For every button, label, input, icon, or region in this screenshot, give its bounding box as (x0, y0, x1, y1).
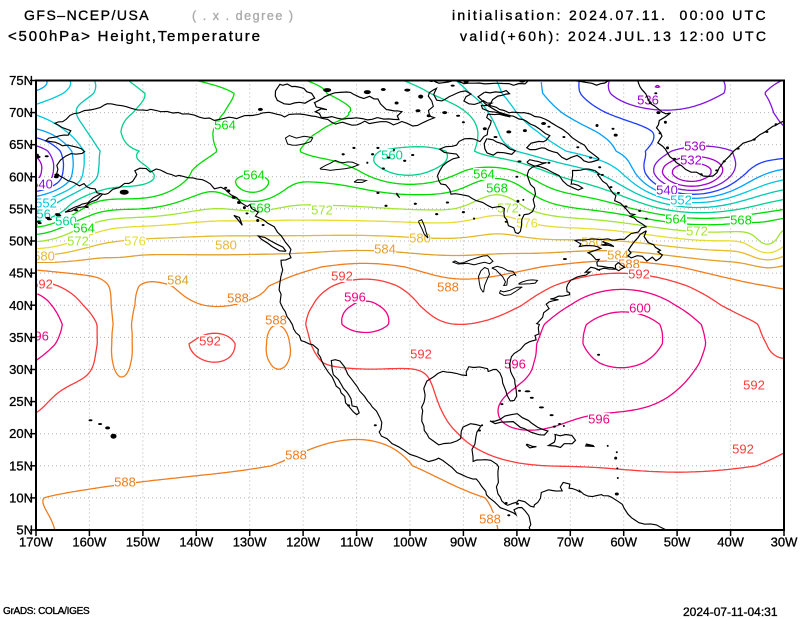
svg-text:540: 540 (656, 183, 678, 198)
svg-text:100W: 100W (393, 535, 428, 550)
svg-text:35N: 35N (9, 330, 33, 345)
svg-text:564: 564 (214, 118, 236, 133)
svg-text:120W: 120W (286, 535, 321, 550)
svg-text:592: 592 (410, 347, 432, 362)
svg-text:592: 592 (331, 269, 353, 284)
svg-text:10N: 10N (9, 490, 33, 505)
svg-text:150W: 150W (126, 535, 161, 550)
svg-text:568: 568 (730, 213, 752, 228)
svg-text:564: 564 (473, 167, 495, 182)
svg-text:596: 596 (588, 412, 610, 427)
svg-text:568: 568 (249, 201, 271, 216)
svg-text:580: 580 (409, 231, 431, 246)
svg-text:588: 588 (114, 475, 136, 490)
svg-text:540: 540 (31, 177, 53, 192)
svg-text:584: 584 (167, 273, 189, 288)
svg-text:70W: 70W (557, 535, 584, 550)
svg-text:110W: 110W (340, 535, 374, 550)
svg-text:170W: 170W (19, 535, 54, 550)
svg-text:584: 584 (374, 242, 396, 257)
svg-text:592: 592 (31, 277, 53, 292)
svg-text:588: 588 (265, 313, 287, 328)
svg-text:532: 532 (680, 153, 702, 168)
svg-text:30W: 30W (771, 535, 798, 550)
svg-text:560: 560 (381, 148, 403, 163)
svg-text:580: 580 (33, 249, 55, 264)
svg-text:20N: 20N (9, 426, 33, 441)
svg-text:592: 592 (743, 378, 765, 393)
svg-text:50W: 50W (664, 535, 691, 550)
svg-text:572: 572 (67, 234, 89, 249)
svg-text:600: 600 (629, 301, 651, 316)
svg-text:45N: 45N (9, 266, 33, 281)
svg-text:588: 588 (479, 512, 501, 527)
svg-text:576: 576 (516, 216, 538, 231)
svg-text:70N: 70N (9, 105, 33, 120)
svg-text:60N: 60N (9, 169, 33, 184)
svg-text:588: 588 (437, 280, 459, 295)
svg-text:576: 576 (124, 234, 146, 249)
svg-text:40N: 40N (9, 298, 33, 313)
svg-text:130W: 130W (233, 535, 268, 550)
svg-text:560: 560 (55, 214, 77, 229)
svg-text:592: 592 (628, 267, 650, 282)
svg-text:596: 596 (504, 357, 526, 372)
svg-text:5N: 5N (16, 523, 33, 538)
svg-text:15N: 15N (9, 458, 33, 473)
svg-text:75N: 75N (9, 73, 33, 88)
svg-text:588: 588 (227, 291, 249, 306)
svg-text:572: 572 (311, 203, 333, 218)
svg-text:592: 592 (732, 442, 754, 457)
svg-text:580: 580 (215, 238, 237, 253)
svg-text:588: 588 (285, 448, 307, 463)
svg-text:140W: 140W (179, 535, 214, 550)
svg-text:572: 572 (497, 201, 519, 216)
svg-text:552: 552 (35, 196, 57, 211)
svg-text:564: 564 (73, 221, 95, 236)
svg-text:552: 552 (670, 193, 692, 208)
svg-text:564: 564 (243, 168, 265, 183)
svg-text:90W: 90W (450, 535, 477, 550)
svg-text:160W: 160W (72, 535, 107, 550)
svg-text:50N: 50N (9, 234, 33, 249)
svg-text:60W: 60W (610, 535, 637, 550)
svg-text:592: 592 (199, 334, 221, 349)
svg-text:25N: 25N (9, 394, 33, 409)
svg-text:40W: 40W (717, 535, 744, 550)
svg-text:30N: 30N (9, 362, 33, 377)
svg-text:55N: 55N (9, 201, 33, 216)
svg-text:568: 568 (486, 181, 508, 196)
svg-text:564: 564 (665, 212, 687, 227)
svg-text:65N: 65N (9, 137, 33, 152)
svg-text:596: 596 (27, 329, 49, 344)
svg-text:572: 572 (686, 224, 708, 239)
svg-text:80W: 80W (504, 535, 531, 550)
svg-text:536: 536 (684, 139, 706, 154)
svg-text:596: 596 (344, 290, 366, 305)
